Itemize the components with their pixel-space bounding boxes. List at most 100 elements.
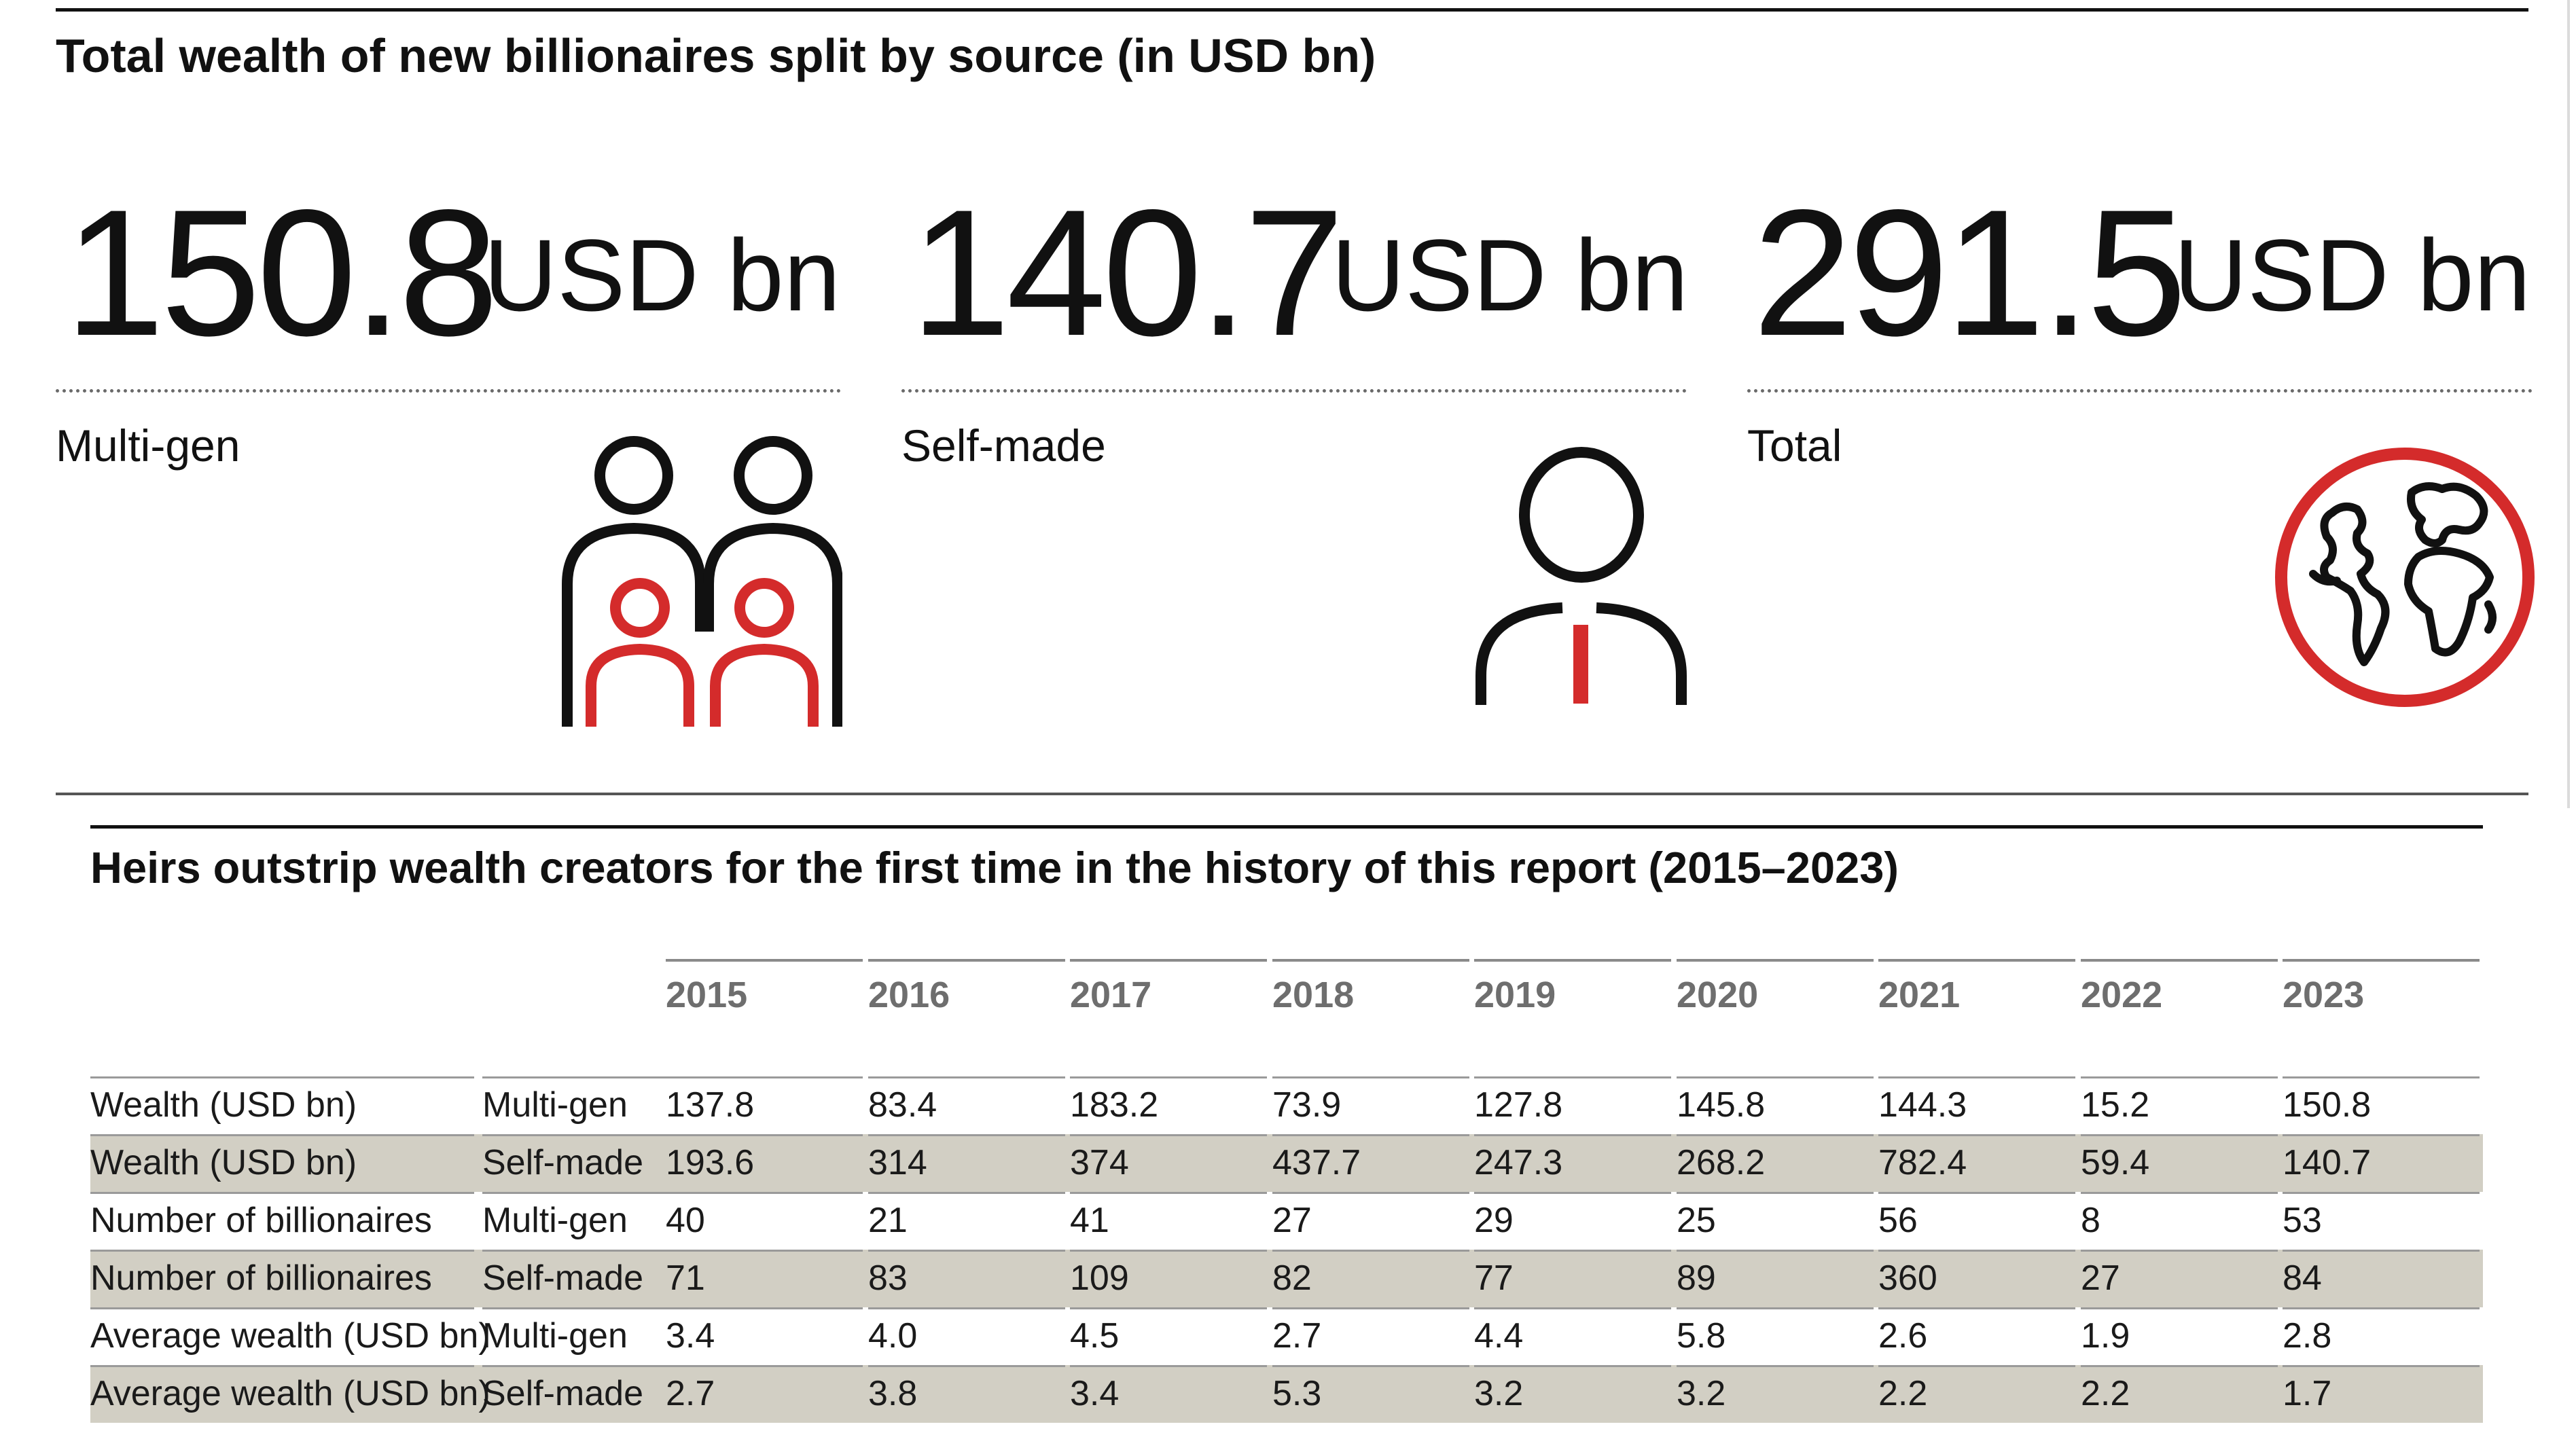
table-cell: 2.7 <box>666 1365 863 1423</box>
table-cell: 5.8 <box>1677 1307 1874 1365</box>
row-metric-label: Wealth (USD bn) <box>90 1076 474 1134</box>
table-cell: 4.5 <box>1070 1307 1267 1365</box>
table-cell: 1.7 <box>2283 1365 2480 1423</box>
table-row: Number of billionaires Self-made 71 83 109 82… <box>90 1250 2483 1307</box>
table-cell: 3.4 <box>666 1307 863 1365</box>
table-cell: 5.3 <box>1272 1365 1469 1423</box>
dotted-divider <box>901 389 1687 393</box>
stat-unit-multi-gen: USD bn <box>484 218 841 332</box>
year-label: 2020 <box>1677 975 1759 1015</box>
year-label: 2018 <box>1272 975 1355 1015</box>
table-cell: 247.3 <box>1474 1134 1671 1192</box>
row-metric-label: Number of billionaires <box>90 1192 474 1250</box>
globe-icon <box>2272 445 2537 710</box>
top-divider <box>56 8 2528 12</box>
section-divider <box>56 793 2528 795</box>
table-cell: 83 <box>868 1250 1065 1307</box>
table-cell: 2.7 <box>1272 1307 1469 1365</box>
year-header: 2023 <box>2283 959 2480 1027</box>
year-header: 2019 <box>1474 959 1671 1027</box>
table-row: Average wealth (USD bn) Self-made 2.7 3.8 3.… <box>90 1365 2483 1423</box>
table-cell: 314 <box>868 1134 1065 1192</box>
two-parent-child-icon <box>557 428 842 730</box>
table-title: Heirs outstrip wealth creators for the f… <box>90 843 1899 892</box>
table-cell: 183.2 <box>1070 1076 1267 1134</box>
stat-label-total: Total <box>1747 420 1842 471</box>
stat-label-multi-gen: Multi-gen <box>56 420 240 471</box>
table-cell: 145.8 <box>1677 1076 1874 1134</box>
table-cell: 41 <box>1070 1192 1267 1250</box>
table-cell: 4.4 <box>1474 1307 1671 1365</box>
table-cell: 29 <box>1474 1192 1671 1250</box>
table-cell: 89 <box>1677 1250 1874 1307</box>
table-cell: 2.6 <box>1878 1307 2075 1365</box>
table-cell: 4.0 <box>868 1307 1065 1365</box>
table-cell: 150.8 <box>2283 1076 2480 1134</box>
table-cell: 15.2 <box>2081 1076 2278 1134</box>
table-cell: 3.4 <box>1070 1365 1267 1423</box>
stat-label-self-made: Self-made <box>901 420 1106 471</box>
table-cell: 1.9 <box>2081 1307 2278 1365</box>
table-cell: 437.7 <box>1272 1134 1469 1192</box>
table-cell: 3.2 <box>1677 1365 1874 1423</box>
year-header: 2021 <box>1878 959 2075 1027</box>
table-cell: 3.8 <box>868 1365 1065 1423</box>
year-label: 2017 <box>1070 975 1152 1015</box>
row-metric-label: Wealth (USD bn) <box>90 1134 474 1192</box>
table-cell: 360 <box>1878 1250 2075 1307</box>
table-cell: 53 <box>2283 1192 2480 1250</box>
table-cell: 3.2 <box>1474 1365 1671 1423</box>
year-header: 2016 <box>868 959 1065 1027</box>
row-metric-label: Average wealth (USD bn) <box>90 1365 490 1423</box>
page-edge <box>2567 0 2570 808</box>
table-cell: 21 <box>868 1192 1065 1250</box>
row-source-label: Self-made <box>482 1250 666 1307</box>
row-source-label: Multi-gen <box>482 1307 666 1365</box>
table-cell: 140.7 <box>2283 1134 2480 1192</box>
table-cell: 782.4 <box>1878 1134 2075 1192</box>
stat-unit-total: USD bn <box>2174 218 2531 332</box>
stat-value-multi-gen: 150.8 <box>65 173 499 374</box>
table-cell: 73.9 <box>1272 1076 1469 1134</box>
table-cell: 2.2 <box>1878 1365 2075 1423</box>
table-cell: 83.4 <box>868 1076 1065 1134</box>
table-row: Wealth (USD bn) Self-made 193.6 314 374 437.7… <box>90 1134 2483 1192</box>
stat-value-total: 291.5 <box>1753 173 2187 374</box>
year-label: 2015 <box>666 975 748 1015</box>
year-label: 2016 <box>868 975 950 1015</box>
table-cell: 268.2 <box>1677 1134 1874 1192</box>
year-header: 2018 <box>1272 959 1469 1027</box>
year-header: 2015 <box>666 959 863 1027</box>
table-row: Average wealth (USD bn) Multi-gen 3.4 4.0 4.… <box>90 1307 2483 1365</box>
table-cell: 374 <box>1070 1134 1267 1192</box>
person-icon <box>1471 441 1688 713</box>
stat-unit-self-made: USD bn <box>1331 218 1689 332</box>
year-header: 2022 <box>2081 959 2278 1027</box>
table-cell: 109 <box>1070 1250 1267 1307</box>
table-cell: 40 <box>666 1192 863 1250</box>
table-cell: 137.8 <box>666 1076 863 1134</box>
row-source-label: Multi-gen <box>482 1192 666 1250</box>
row-source-label: Self-made <box>482 1134 666 1192</box>
table-cell: 77 <box>1474 1250 1671 1307</box>
table-cell: 127.8 <box>1474 1076 1671 1134</box>
table-cell: 27 <box>2081 1250 2278 1307</box>
table-cell: 193.6 <box>666 1134 863 1192</box>
table-cell: 82 <box>1272 1250 1469 1307</box>
table-row: Number of billionaires Multi-gen 40 21 41 27 2… <box>90 1192 2483 1250</box>
row-source-label: Multi-gen <box>482 1076 666 1134</box>
summary-title: Total wealth of new billionaires split b… <box>56 29 1376 82</box>
year-header: 2017 <box>1070 959 1267 1027</box>
dotted-divider <box>56 389 841 393</box>
table-cell: 25 <box>1677 1192 1874 1250</box>
table-cell: 71 <box>666 1250 863 1307</box>
year-label: 2022 <box>2081 975 2163 1015</box>
table-cell: 2.2 <box>2081 1365 2278 1423</box>
year-label: 2023 <box>2283 975 2365 1015</box>
table-cell: 8 <box>2081 1192 2278 1250</box>
year-label: 2019 <box>1474 975 1556 1015</box>
row-metric-label: Number of billionaires <box>90 1250 474 1307</box>
row-metric-label: Average wealth (USD bn) <box>90 1307 490 1365</box>
row-source-label: Self-made <box>482 1365 666 1423</box>
table-cell: 59.4 <box>2081 1134 2278 1192</box>
